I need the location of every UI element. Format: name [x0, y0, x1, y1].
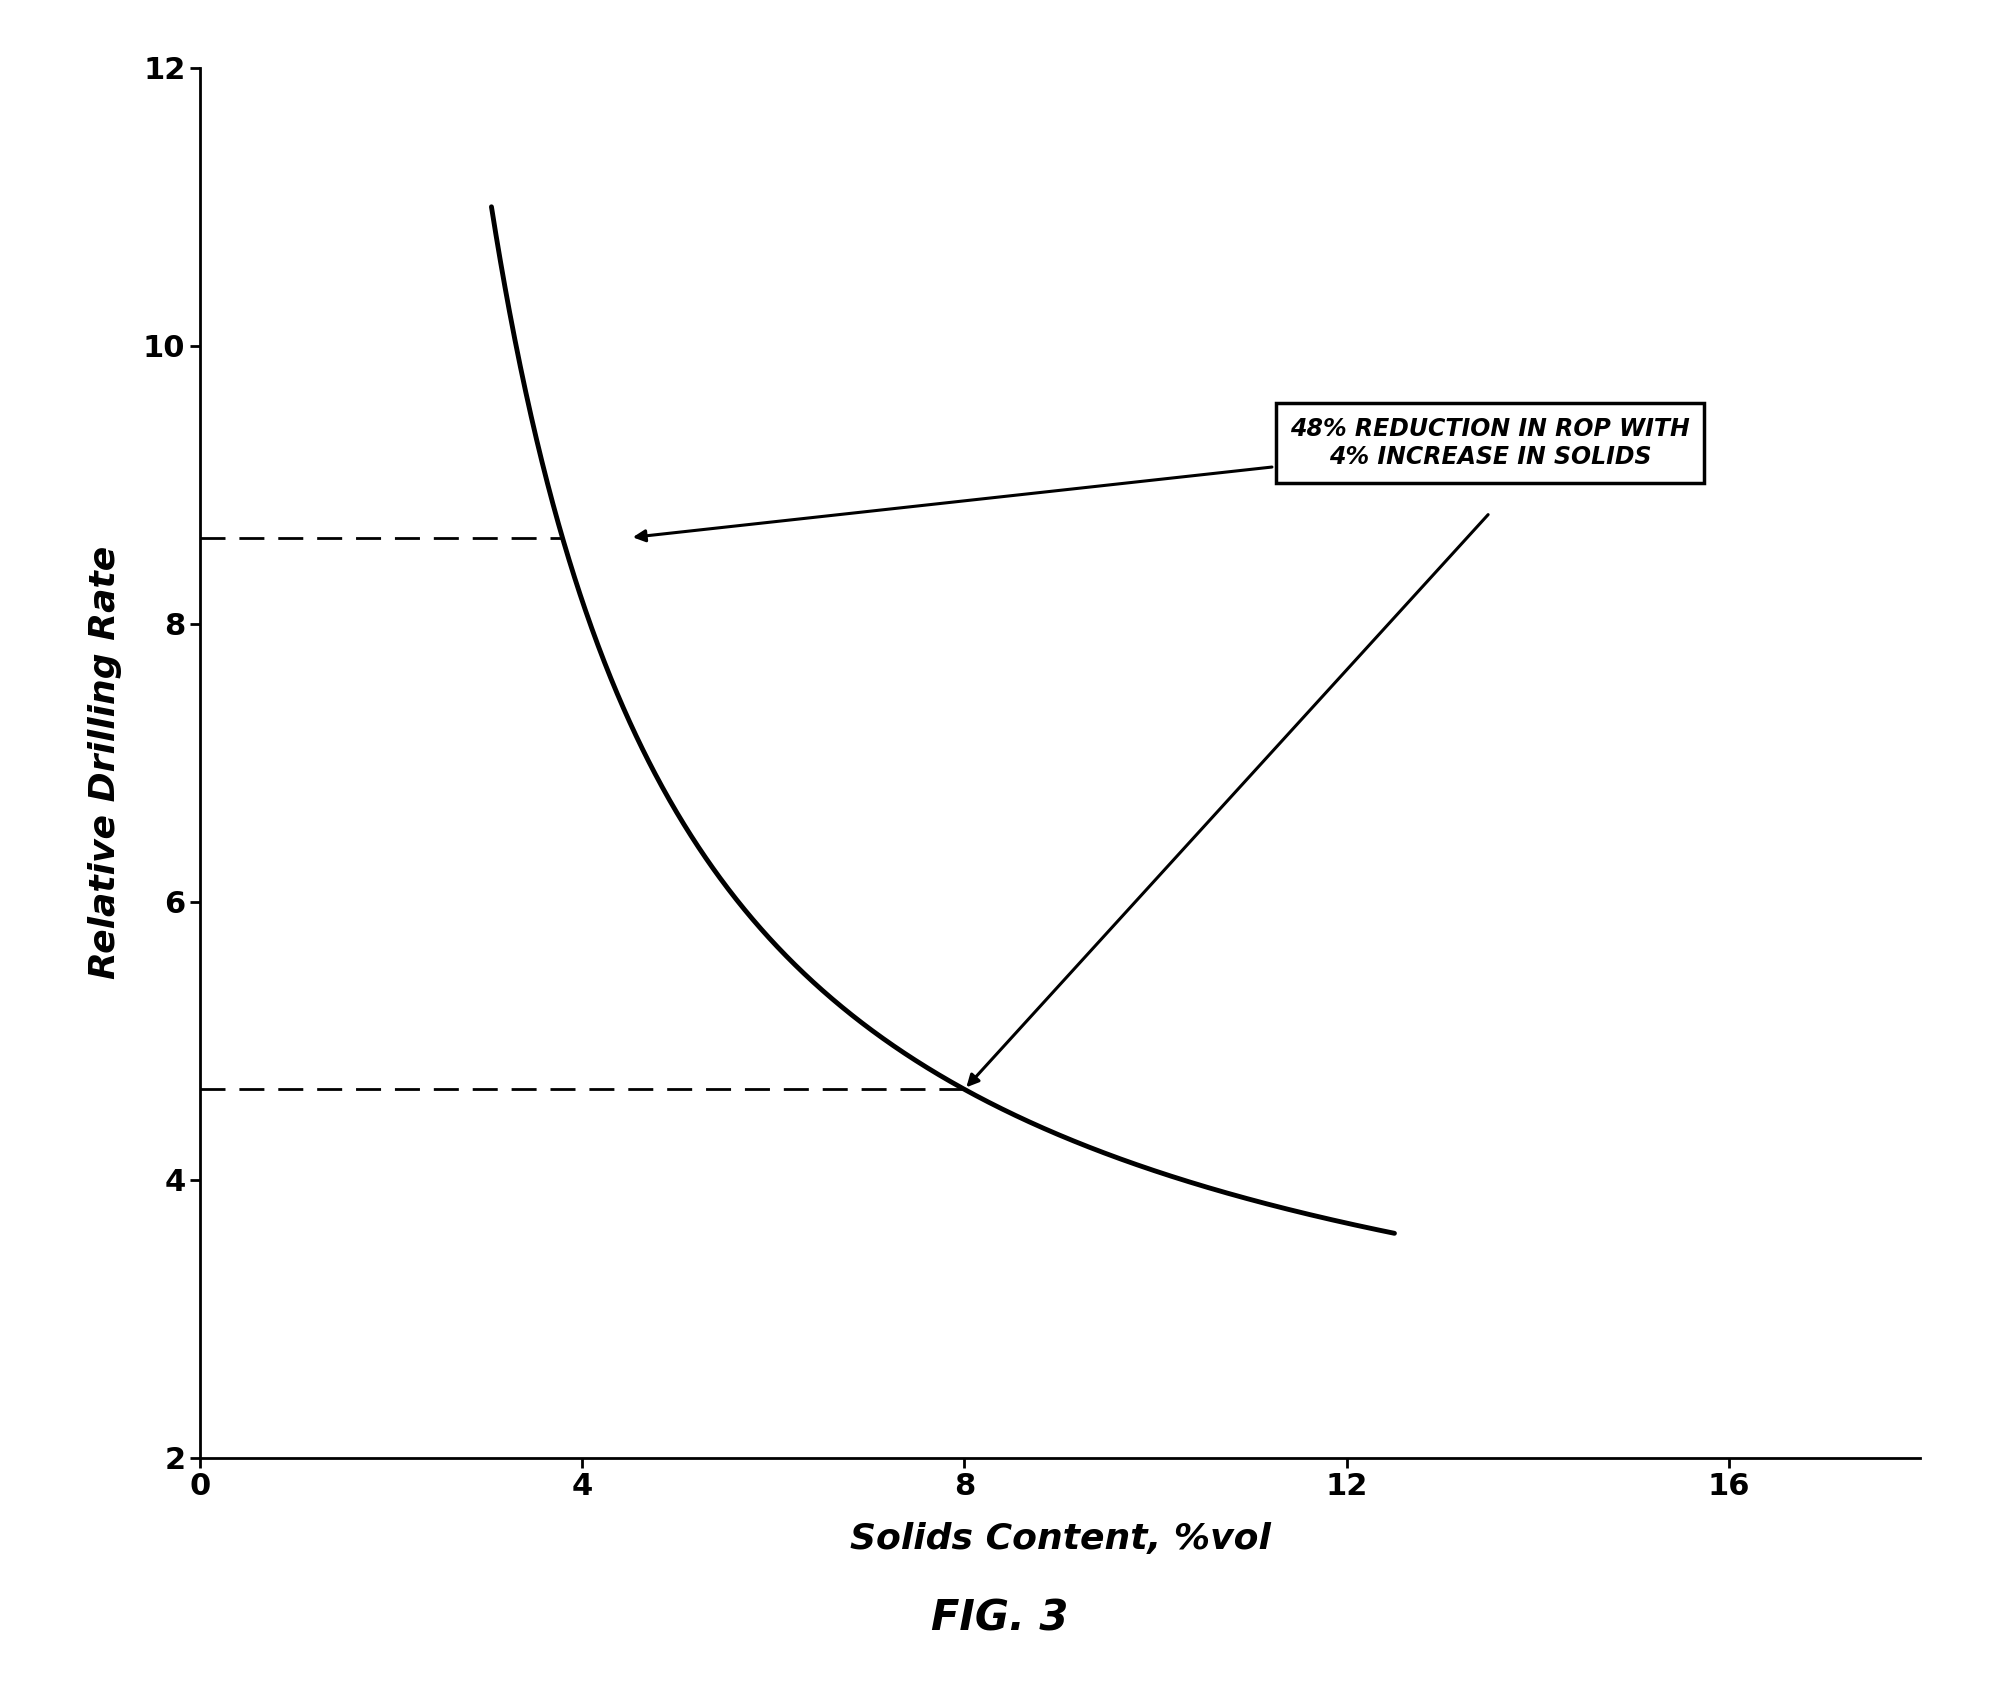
- Y-axis label: Relative Drilling Rate: Relative Drilling Rate: [88, 546, 122, 980]
- Text: 48% REDUCTION IN ROP WITH
4% INCREASE IN SOLIDS: 48% REDUCTION IN ROP WITH 4% INCREASE IN…: [636, 417, 1690, 541]
- Text: FIG. 3: FIG. 3: [932, 1598, 1068, 1639]
- X-axis label: Solids Content, %vol: Solids Content, %vol: [850, 1522, 1270, 1556]
